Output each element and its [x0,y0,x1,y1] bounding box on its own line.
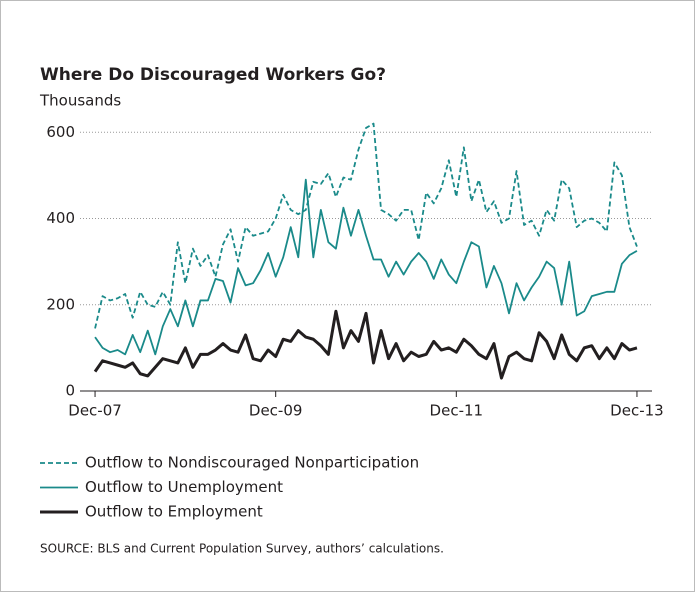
y-tick-label: 600 [46,123,75,141]
y-tick-label: 200 [46,295,75,313]
legend-label: Outflow to Unemployment [85,478,283,496]
y-tick-label: 0 [65,382,75,400]
x-tick-label: Dec-13 [610,402,664,420]
x-tick-label: Dec-07 [68,402,122,420]
y-axis-label: Thousands [39,92,121,110]
series-line [94,178,638,356]
source: SOURCE: BLS and Current Population Surve… [40,542,444,556]
y-tick-label: 400 [46,209,75,227]
legend-label: Outflow to Employment [85,503,263,521]
x-tick-label: Dec-11 [430,402,484,420]
x-tick-label: Dec-09 [249,402,303,420]
series-line [93,309,638,380]
legend-label: Outflow to Nondiscouraged Nonparticipati… [85,454,419,472]
chart-title: Where Do Discouraged Workers Go? [40,65,386,85]
series-line [94,122,638,329]
